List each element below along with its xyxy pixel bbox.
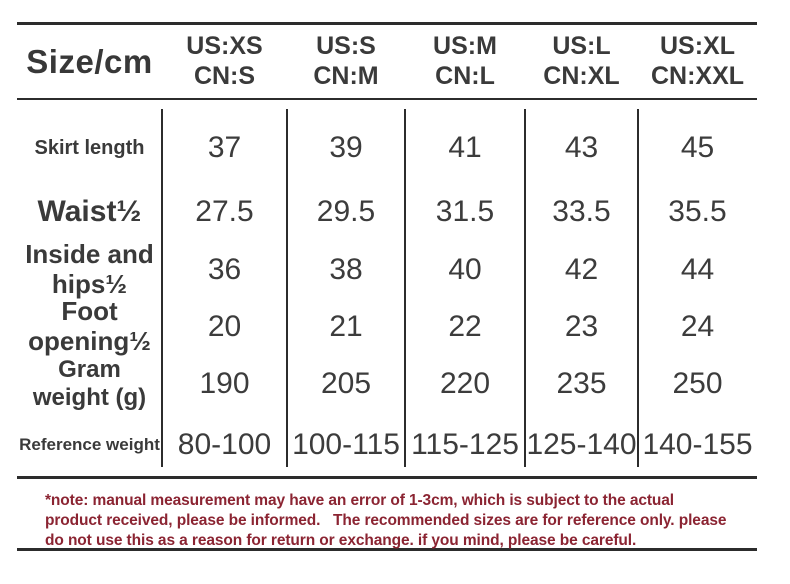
- value-foot-l: 23: [564, 309, 599, 343]
- table-bottom-rule: [17, 476, 757, 479]
- cn-size-label: CN:XXL: [650, 61, 745, 90]
- column-header-xl: US:XL CN:XXL: [638, 32, 757, 91]
- value-foot-m: 22: [448, 309, 482, 343]
- us-size-label: US:L: [552, 32, 611, 60]
- value-hips-m: 40: [448, 252, 482, 286]
- value-gram-s: 205: [320, 367, 372, 400]
- row-label-line: Gram: [58, 355, 121, 383]
- value-skirt-length-m: 41: [448, 131, 482, 164]
- row-label-foot-opening: Foot opening½: [17, 297, 162, 355]
- value-gram-xl: 250: [672, 367, 723, 400]
- column-divider: [524, 109, 526, 467]
- row-label-reference-weight: Reference weight: [19, 434, 160, 454]
- row-label-line: opening½: [28, 325, 151, 356]
- value-skirt-length-s: 39: [329, 131, 363, 164]
- note-line: product received, please be informed. Th…: [45, 512, 727, 529]
- us-size-label: US:XS: [186, 32, 263, 60]
- row-label-waist: Waist½: [37, 194, 142, 228]
- value-refweight-l: 125-140: [526, 427, 637, 461]
- bottom-rule: [17, 548, 757, 551]
- value-skirt-length-xs: 37: [207, 131, 242, 164]
- value-waist-l: 33.5: [552, 194, 611, 228]
- value-hips-xs: 36: [207, 252, 242, 286]
- column-header-m: US:M CN:L: [405, 32, 525, 91]
- value-gram-m: 220: [439, 367, 491, 400]
- table-header-row: Size/cm US:XS CN:S US:S CN:M US:M CN:L U…: [17, 25, 757, 100]
- column-header-l: US:L CN:XL: [525, 32, 638, 91]
- value-foot-xl: 24: [680, 309, 715, 343]
- cn-size-label: CN:XL: [543, 61, 620, 90]
- value-gram-xs: 190: [199, 367, 250, 400]
- row-label-line: weight (g): [32, 384, 147, 411]
- column-divider: [404, 109, 406, 467]
- row-label-skirt-length: Skirt length: [34, 136, 145, 159]
- value-gram-l: 235: [556, 367, 607, 400]
- value-waist-xl: 35.5: [668, 194, 727, 228]
- value-foot-s: 21: [329, 309, 363, 343]
- table-corner-label: Size/cm: [26, 42, 153, 80]
- us-size-label: US:S: [316, 32, 376, 60]
- cn-size-label: CN:S: [193, 61, 256, 90]
- column-divider: [637, 109, 639, 467]
- row-label-hips: Inside and hips½: [17, 240, 162, 298]
- value-foot-xs: 20: [207, 309, 242, 343]
- row-label-gram-weight: Gram weight (g): [17, 356, 162, 413]
- us-size-label: US:XL: [660, 32, 735, 60]
- cn-size-label: CN:L: [435, 61, 495, 90]
- value-waist-xs: 27.5: [195, 194, 254, 228]
- value-refweight-xs: 80-100: [177, 427, 272, 461]
- column-divider: [286, 109, 288, 467]
- row-label-line: hips½: [51, 268, 128, 299]
- top-rule: [17, 22, 757, 25]
- note-line: do not use this as a reason for return o…: [45, 532, 637, 549]
- value-skirt-length-xl: 45: [680, 131, 715, 164]
- us-size-label: US:M: [433, 32, 497, 60]
- value-skirt-length-l: 43: [564, 131, 599, 164]
- column-header-s: US:S CN:M: [287, 32, 405, 91]
- value-waist-m: 31.5: [435, 194, 495, 228]
- value-waist-s: 29.5: [316, 194, 376, 228]
- row-label-line: Foot: [61, 296, 118, 327]
- row-label-line: Inside and: [25, 239, 154, 270]
- column-header-xs: US:XS CN:S: [162, 32, 287, 91]
- value-hips-xl: 44: [680, 252, 715, 286]
- value-hips-l: 42: [564, 252, 599, 286]
- value-refweight-s: 100-115: [292, 427, 400, 461]
- column-divider: [161, 109, 163, 467]
- measurement-note: *note: manual measurement may have an er…: [17, 479, 757, 549]
- value-refweight-xl: 140-155: [642, 427, 753, 461]
- cn-size-label: CN:M: [313, 61, 379, 90]
- note-line: *note: manual measurement may have an er…: [45, 492, 675, 509]
- value-hips-s: 38: [329, 252, 363, 286]
- size-chart: Size/cm US:XS CN:S US:S CN:M US:M CN:L U…: [17, 22, 757, 551]
- table-body: Skirt length 37 39 41 43 45 Waist½ 27.5 …: [17, 100, 757, 476]
- value-refweight-m: 115-125: [411, 427, 519, 461]
